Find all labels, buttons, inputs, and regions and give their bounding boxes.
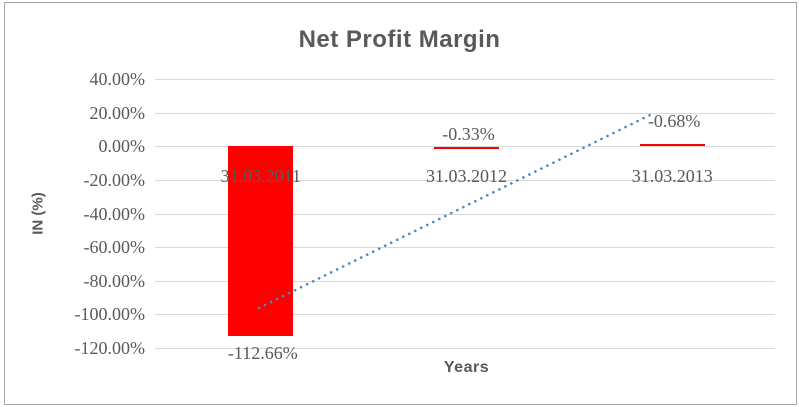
y-tick-label: -60.00% xyxy=(83,237,146,258)
bar xyxy=(639,143,705,147)
category-label: 31.03.2011 xyxy=(220,166,301,186)
gridline xyxy=(155,348,775,349)
x-axis-title: Years xyxy=(443,359,490,376)
data-label: -0.33% xyxy=(442,124,495,144)
category-label: 31.03.2013 xyxy=(631,166,713,186)
category-label: 31.03.2012 xyxy=(426,166,507,186)
y-tick-label: -100.00% xyxy=(74,304,146,325)
y-tick-label: 40.00% xyxy=(89,69,146,89)
gridline xyxy=(155,79,775,80)
y-tick-label: -120.00% xyxy=(74,338,146,358)
data-label: -112.66% xyxy=(227,342,298,363)
y-tick-label: -80.00% xyxy=(83,270,146,291)
bar xyxy=(434,146,499,150)
y-tick-label: -20.00% xyxy=(83,169,146,190)
gridline xyxy=(155,314,775,316)
data-label: -0.68% xyxy=(647,111,701,131)
y-tick-label: 20.00% xyxy=(89,102,146,123)
y-tick-label: 0.00% xyxy=(98,136,146,157)
chart-title: Net Profit Margin xyxy=(298,26,501,53)
y-tick-label: -40.00% xyxy=(83,203,146,224)
